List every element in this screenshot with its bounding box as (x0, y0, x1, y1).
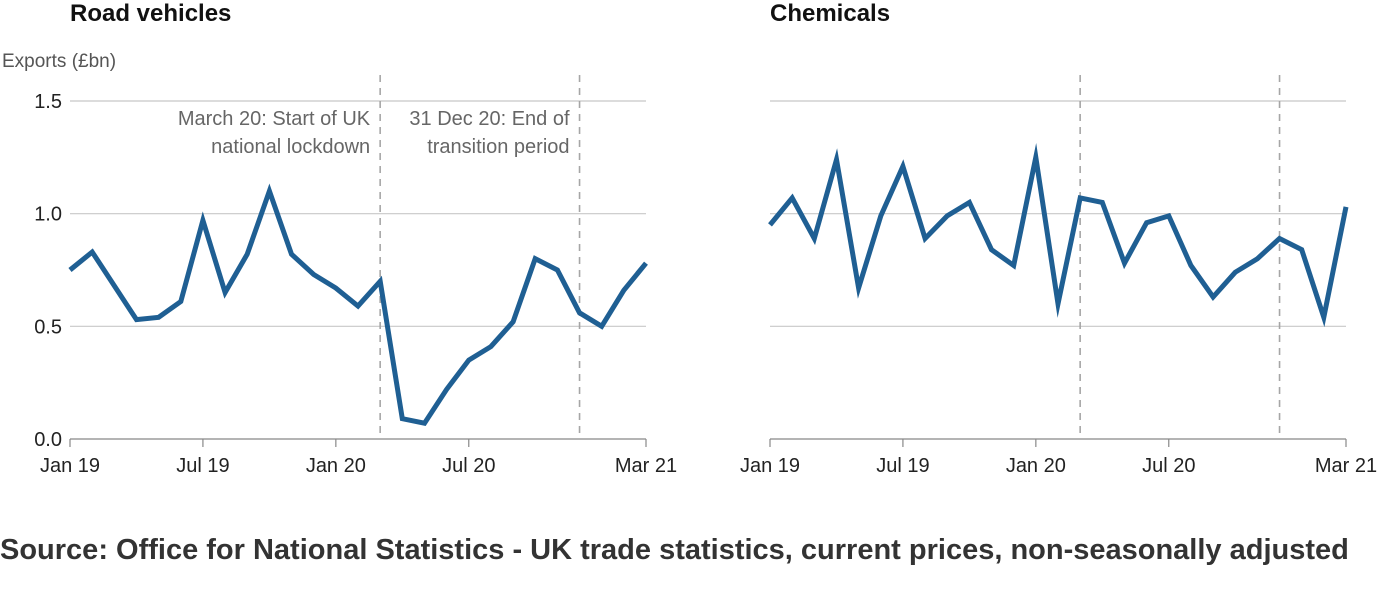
x-tick-label: Jan 19 (740, 455, 800, 477)
annotation-text: transition period (427, 136, 569, 158)
y-tick-label: 0.5 (34, 316, 62, 338)
charts-area: Road vehicles Exports (£bn) 0.0 0.5 1.0 1.5 Ja… (2, 0, 1377, 477)
series-line (68, 183, 648, 426)
y-tick-label: 1.5 (34, 91, 62, 113)
annotation-text: March 20: Start of UK (178, 108, 371, 130)
x-tick-label: Jul 20 (442, 455, 495, 477)
source-note: Source: Office for National Statistics -… (0, 534, 1349, 566)
x-tick-label: Jul 20 (1142, 455, 1195, 477)
x-tick-label: Jul 19 (176, 455, 229, 477)
y-tick-label: 0.0 (34, 429, 62, 451)
x-tick-label: Jan 20 (306, 455, 366, 477)
chart-title: Road vehicles (70, 0, 231, 27)
x-tick-label: Mar 21 (1315, 455, 1377, 477)
series-line (768, 143, 1349, 328)
x-tick-label: Mar 21 (615, 455, 677, 477)
y-tick-label: 1.0 (34, 204, 62, 226)
x-tick-label: Jan 19 (40, 455, 100, 477)
x-tick-label: Jan 20 (1006, 455, 1066, 477)
y-axis-label: Exports (£bn) (2, 51, 116, 72)
x-tick-label: Jul 19 (876, 455, 929, 477)
annotation-text: 31 Dec 20: End of (409, 108, 570, 130)
annotation-text: national lockdown (211, 136, 370, 158)
chart-title: Chemicals (770, 0, 890, 27)
